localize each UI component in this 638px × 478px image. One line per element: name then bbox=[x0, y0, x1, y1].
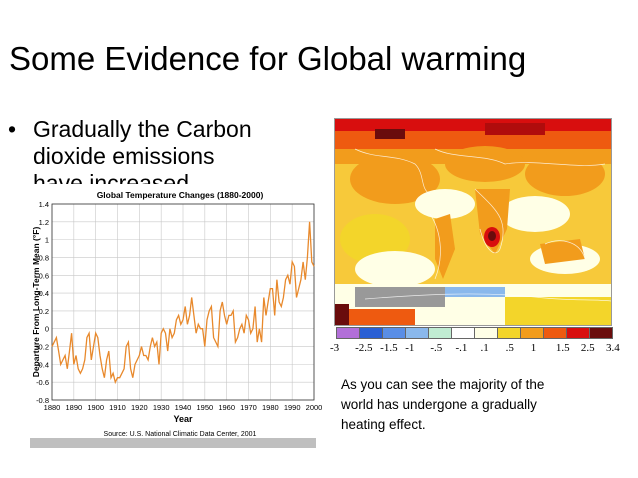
y-tick-label: 0.4 bbox=[39, 289, 49, 298]
y-tick-label: 1.4 bbox=[39, 200, 49, 209]
legend-swatch bbox=[589, 327, 613, 339]
legend-swatch bbox=[428, 327, 452, 339]
x-tick-labels: 1880 1890 1900 1910 1920 1930 1940 1950 1960 1970… bbox=[44, 403, 322, 412]
y-tick-label: -0.8 bbox=[36, 396, 49, 405]
bullet-line-3: have increased bbox=[33, 170, 189, 186]
map-color-legend bbox=[336, 327, 613, 339]
x-tick-label: 1910 bbox=[109, 403, 126, 412]
slide-title: Some Evidence for Global warming bbox=[9, 40, 527, 77]
legend-label: 1.5 bbox=[555, 342, 570, 354]
y-tick-label: -0.6 bbox=[36, 378, 49, 387]
x-tick-label: 2000 bbox=[306, 403, 322, 412]
legend-label: -1 bbox=[405, 342, 415, 354]
world-map-image bbox=[335, 119, 611, 325]
legend-swatch bbox=[405, 327, 429, 339]
temperature-anomaly-map bbox=[334, 118, 612, 326]
bullet-line-2: dioxide emissions bbox=[33, 143, 215, 169]
bullet-marker: • bbox=[8, 116, 17, 142]
x-tick-label: 1960 bbox=[218, 403, 235, 412]
y-tick-labels: 1.4 1.2 1 0.8 0.6 0.4 0.2 0 -0.2 -0.4 -0.6 -0.8 bbox=[36, 200, 49, 405]
y-tick-label: 0 bbox=[45, 325, 49, 334]
legend-label: .1 bbox=[480, 342, 489, 354]
legend-label: -1.5 bbox=[380, 342, 398, 354]
y-tick-label: 1.2 bbox=[39, 218, 49, 227]
legend-label: -.1 bbox=[455, 342, 468, 354]
legend-swatch bbox=[520, 327, 544, 339]
temperature-chart: Global Temperature Changes (1880-2000) 1… bbox=[30, 184, 322, 448]
bullet-line-1: Gradually the Carbon bbox=[33, 116, 252, 142]
legend-label: -.5 bbox=[430, 342, 443, 354]
y-tick-label: -0.4 bbox=[36, 360, 49, 369]
y-tick-label: 0.8 bbox=[39, 253, 49, 262]
caption-line-1: As you can see the majority of the bbox=[341, 377, 545, 392]
x-tick-label: 1900 bbox=[87, 403, 104, 412]
slide-caption: As you can see the majority of the world… bbox=[341, 375, 601, 435]
chart-source: Source: U.S. National Climatic Data Cent… bbox=[104, 431, 257, 438]
x-tick-label: 1980 bbox=[262, 403, 279, 412]
y-tick-label: -0.2 bbox=[36, 343, 49, 352]
x-tick-label: 1990 bbox=[284, 403, 301, 412]
legend-swatch bbox=[336, 327, 360, 339]
map-legend-labels: -3 -2.5 -1.5 -1 -.5 -.1 .1 .5 1 1.5 2.5 3.4 bbox=[328, 342, 620, 356]
legend-label: 1 bbox=[530, 342, 537, 354]
x-tick-label: 1920 bbox=[131, 403, 148, 412]
legend-swatch bbox=[451, 327, 475, 339]
y-tick-label: 0.2 bbox=[39, 307, 49, 316]
x-tick-label: 1930 bbox=[153, 403, 170, 412]
caption-line-2: world has undergone a gradually bbox=[341, 397, 537, 412]
chart-title: Global Temperature Changes (1880-2000) bbox=[97, 190, 264, 200]
legend-swatch bbox=[359, 327, 383, 339]
bullet-line-3-clipped: have increased bbox=[33, 170, 189, 186]
legend-swatch bbox=[566, 327, 590, 339]
x-axis-label: Year bbox=[173, 414, 193, 424]
x-tick-label: 1890 bbox=[65, 403, 82, 412]
chart-grid bbox=[51, 203, 315, 401]
legend-label: 2.5 bbox=[580, 342, 595, 354]
y-axis-label: Departure From Long-Term Mean (°F) bbox=[31, 227, 41, 378]
temperature-chart-svg: Global Temperature Changes (1880-2000) 1… bbox=[31, 190, 322, 438]
x-tick-label: 1970 bbox=[240, 403, 257, 412]
legend-swatch bbox=[543, 327, 567, 339]
legend-label: -3 bbox=[330, 342, 340, 354]
legend-label: -2.5 bbox=[355, 342, 373, 354]
legend-label: .5 bbox=[505, 342, 514, 354]
legend-label: 3.4 bbox=[606, 342, 620, 354]
temperature-series-line bbox=[51, 221, 315, 385]
caption-line-3: heating effect. bbox=[341, 417, 426, 432]
legend-swatch bbox=[382, 327, 406, 339]
legend-swatch bbox=[497, 327, 521, 339]
x-tick-label: 1940 bbox=[175, 403, 192, 412]
x-tick-label: 1950 bbox=[196, 403, 213, 412]
chart-footer-bar bbox=[30, 438, 316, 448]
y-tick-label: 1 bbox=[45, 236, 49, 245]
x-tick-label: 1880 bbox=[44, 403, 61, 412]
plot-frame bbox=[51, 203, 315, 401]
legend-swatch bbox=[474, 327, 498, 339]
y-tick-label: 0.6 bbox=[39, 271, 49, 280]
